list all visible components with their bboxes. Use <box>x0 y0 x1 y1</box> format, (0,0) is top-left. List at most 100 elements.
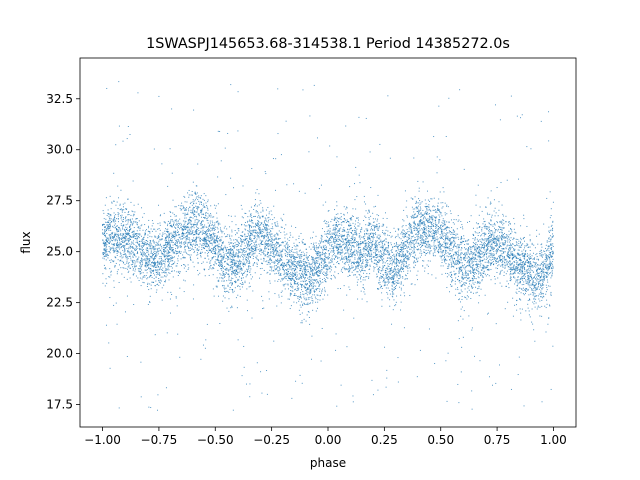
data-point <box>135 221 137 223</box>
data-point <box>433 231 435 233</box>
data-point <box>329 268 331 270</box>
data-point <box>325 249 327 251</box>
data-point <box>490 259 492 261</box>
data-point <box>514 254 516 256</box>
data-point <box>368 252 370 254</box>
data-point <box>360 275 362 277</box>
data-point <box>171 250 173 252</box>
data-point <box>417 215 419 217</box>
data-point <box>424 217 426 219</box>
data-point <box>249 231 251 233</box>
data-point <box>469 261 471 263</box>
data-point <box>375 250 377 252</box>
data-point <box>134 266 136 268</box>
data-point <box>294 257 296 259</box>
data-point <box>158 261 160 263</box>
data-point <box>217 130 219 132</box>
data-point <box>118 197 120 199</box>
data-point <box>329 242 331 244</box>
data-point <box>104 249 106 251</box>
data-point <box>501 235 503 237</box>
data-point <box>264 250 266 252</box>
data-point <box>367 260 369 262</box>
data-point <box>174 219 176 221</box>
data-point <box>473 246 475 248</box>
data-point <box>259 243 261 245</box>
data-point <box>403 259 405 261</box>
data-point <box>443 257 445 258</box>
data-point <box>147 241 149 243</box>
data-point <box>339 254 341 256</box>
data-point <box>111 202 113 204</box>
data-point <box>480 253 482 255</box>
data-point <box>493 237 495 239</box>
data-point <box>242 281 244 283</box>
data-point <box>411 247 413 249</box>
data-point <box>131 250 133 252</box>
data-point <box>267 232 269 234</box>
data-point <box>435 224 437 226</box>
data-point <box>427 226 429 228</box>
data-point <box>419 256 421 258</box>
data-point <box>347 260 349 262</box>
data-point <box>304 304 306 305</box>
data-point <box>259 227 261 229</box>
data-point <box>312 286 314 288</box>
data-point <box>220 249 222 251</box>
data-point <box>337 231 339 233</box>
data-point <box>150 252 152 254</box>
data-point <box>232 409 234 411</box>
data-point <box>384 248 386 250</box>
data-point <box>106 87 108 89</box>
data-point <box>192 232 194 234</box>
data-point <box>124 218 126 220</box>
data-point <box>122 241 124 243</box>
data-point <box>181 265 183 267</box>
data-point <box>353 317 355 319</box>
data-point <box>526 271 528 273</box>
data-point <box>307 257 308 259</box>
data-point <box>217 256 219 258</box>
data-point <box>202 238 204 240</box>
data-point <box>364 293 366 295</box>
data-point <box>420 234 422 236</box>
data-point <box>375 259 377 261</box>
data-point <box>454 251 456 253</box>
data-point <box>237 266 239 268</box>
data-point <box>449 249 451 251</box>
data-point <box>447 235 449 237</box>
data-point <box>164 221 166 223</box>
data-point <box>250 247 252 249</box>
data-point <box>517 254 519 256</box>
data-point <box>550 388 552 390</box>
data-point <box>386 217 388 219</box>
data-point <box>153 266 155 268</box>
data-point <box>368 218 370 220</box>
data-point <box>134 249 136 251</box>
data-point <box>428 213 430 215</box>
data-point <box>181 229 183 231</box>
data-point <box>234 245 236 247</box>
data-point <box>427 213 429 215</box>
data-point <box>435 222 437 224</box>
data-point <box>228 252 230 254</box>
data-point <box>140 259 142 261</box>
data-point <box>510 237 512 239</box>
data-point <box>552 235 554 237</box>
data-point <box>398 278 400 280</box>
data-point <box>269 248 271 250</box>
data-point <box>539 276 541 278</box>
data-point <box>130 201 132 203</box>
data-point <box>396 264 398 266</box>
data-point <box>325 268 327 270</box>
data-point <box>416 235 418 237</box>
data-point <box>526 269 528 271</box>
data-point <box>281 256 283 258</box>
data-point <box>460 285 462 287</box>
data-point <box>281 290 283 292</box>
data-point <box>503 248 505 250</box>
data-point <box>249 263 251 265</box>
data-point <box>549 263 551 265</box>
data-point <box>271 259 273 261</box>
data-point <box>163 271 165 273</box>
